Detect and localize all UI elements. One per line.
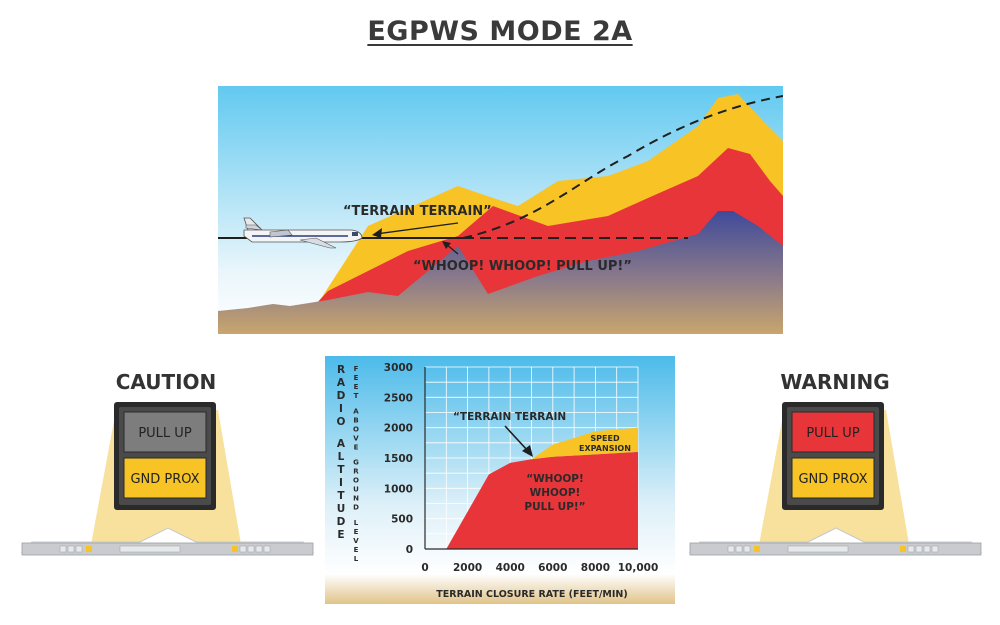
pullup-callout: “WHOOP! WHOOP! PULL UP!” [413, 259, 632, 274]
warning-gnd-prox-text: GND PROX [798, 472, 867, 487]
chart-terrain-arrow [504, 425, 529, 452]
warning-console-switches [727, 545, 939, 553]
warning-panel: PULL UP GND PROX [688, 402, 983, 556]
caution-pull-up-lamp [123, 411, 207, 453]
mode2a-envelope-chart: 0 2000 4000 6000 8000 10,000 0 500 1000 1500 2000 2… [325, 356, 675, 604]
x-tick-label: 10,000 [618, 562, 659, 574]
caution-console-switches [59, 545, 271, 553]
ground-mountain [218, 211, 783, 334]
y-tick-label: 0 [406, 544, 413, 556]
caution-gnd-prox-lamp [123, 457, 207, 499]
chart-tick-labels: 0 2000 4000 6000 8000 10,000 0 500 1000 1500 2000 2… [384, 362, 659, 574]
y-tick-label: 500 [391, 514, 413, 526]
x-tick-label: 0 [421, 562, 428, 574]
warning-region-label-line3: PULL UP!” [524, 501, 585, 513]
speed-expansion-label-line2: EXPANSION [579, 444, 631, 453]
y-tick-label: 2500 [384, 392, 413, 404]
chart-terrain-arrowhead [522, 445, 533, 457]
x-axis-title: TERRAIN CLOSURE RATE (FEET/MIN) [436, 589, 627, 600]
speed-expansion-region [531, 427, 638, 460]
chart-regions [446, 427, 638, 549]
climb-path [462, 95, 783, 239]
warning-indicator-lamp [754, 546, 760, 552]
caution-indicator-lamp [86, 546, 92, 552]
y-tick-label: 3000 [384, 362, 413, 374]
terrain-callout-arrow [375, 222, 459, 235]
warning-envelope-region [446, 451, 638, 549]
warning-pull-up-lamp [791, 411, 875, 453]
warning-pull-up-text: PULL UP [806, 426, 859, 441]
x-tick-label: 2000 [453, 562, 482, 574]
y-tick-label: 2000 [384, 423, 413, 435]
warning-region-label-line1: “WHOOP! [526, 473, 584, 485]
chart-axes [424, 367, 638, 550]
caution-gnd-prox-text: GND PROX [130, 472, 199, 487]
y-tick-label: 1000 [384, 483, 413, 495]
x-tick-label: 6000 [538, 562, 567, 574]
terrain-callout-arrowhead [372, 228, 382, 238]
terrain-callout: “TERRAIN TERRAIN” [343, 204, 492, 219]
caution-indicator-lamp-right [232, 546, 238, 552]
pullup-callout-arrowhead [442, 241, 451, 249]
x-tick-label: 8000 [581, 562, 610, 574]
chart-terrain-annotation: “TERRAIN TERRAIN [453, 411, 566, 423]
y-tick-label: 1500 [384, 453, 413, 465]
speed-expansion-label-line1: SPEED [590, 434, 620, 443]
page-title: EGPWS MODE 2A [367, 16, 633, 47]
warning-label: WARNING [780, 370, 890, 394]
warning-region-label-line2: WHOOP! [530, 487, 581, 499]
aircraft-icon [243, 217, 363, 249]
terrain-scene: “TERRAIN TERRAIN” “WHOOP! WHOOP! PULL UP… [218, 86, 783, 334]
warning-indicator-lamp-right [900, 546, 906, 552]
warning-gnd-prox-lamp [791, 457, 875, 499]
caution-label: CAUTION [115, 370, 217, 394]
x-tick-label: 4000 [496, 562, 525, 574]
caution-panel: PULL UP GND PROX [20, 402, 315, 556]
caution-pull-up-text: PULL UP [138, 426, 191, 441]
